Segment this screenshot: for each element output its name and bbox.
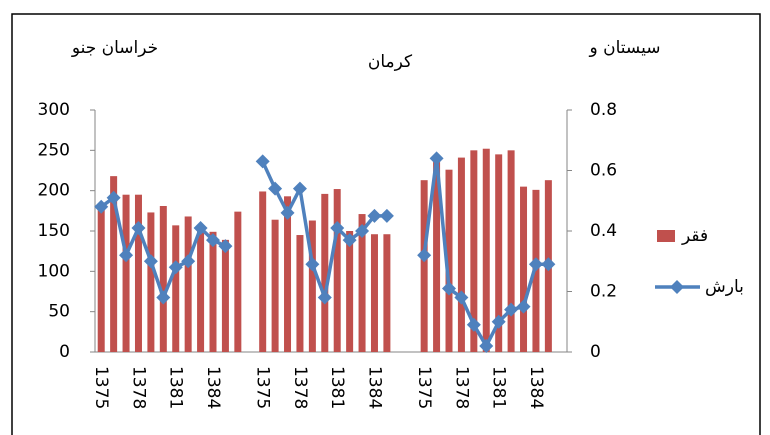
x-tick-label: 1384 xyxy=(364,366,384,409)
bar xyxy=(147,212,154,352)
bar xyxy=(520,187,527,352)
bar xyxy=(383,234,390,352)
x-tick-label: 1381 xyxy=(166,366,186,409)
x-tick-label: 1381 xyxy=(327,366,347,409)
bar xyxy=(160,206,167,352)
x-tick-label: 1378 xyxy=(290,366,310,409)
bar xyxy=(98,205,105,352)
bar xyxy=(371,234,378,352)
chart: خراسان جنو کرمان سیستان و 0 50 100 150 200 250 30… xyxy=(0,0,770,435)
y2-tick-label: 0.2 xyxy=(590,282,617,302)
bar xyxy=(210,232,217,352)
bar xyxy=(123,195,130,352)
bar xyxy=(458,158,465,352)
bar xyxy=(321,194,328,352)
bar xyxy=(483,149,490,352)
bar xyxy=(421,180,428,352)
x-tick-label: 1375 xyxy=(253,366,273,409)
y-tick-label: 0 xyxy=(59,342,70,362)
group-label: خراسان جنو xyxy=(71,38,158,58)
legend-label: بارش xyxy=(705,277,744,297)
bar xyxy=(296,235,303,352)
y2-tick-label: 0.4 xyxy=(590,221,617,241)
page: خراسان جنو کرمان سیستان و 0 50 100 150 200 250 30… xyxy=(0,0,770,435)
bar xyxy=(234,212,241,352)
bar xyxy=(508,150,515,352)
y2-tick-label: 0.6 xyxy=(590,161,617,181)
bar xyxy=(346,231,353,352)
group-label: کرمان xyxy=(368,52,413,72)
x-tick-label: 1375 xyxy=(414,366,434,409)
y-tick-label: 300 xyxy=(38,100,70,120)
y-tick-label: 50 xyxy=(48,302,70,322)
x-tick-label: 1375 xyxy=(91,366,111,409)
y-tick-label: 200 xyxy=(38,181,70,201)
y2-tick-label: 0 xyxy=(590,342,601,362)
bar xyxy=(334,189,341,352)
y-tick-label: 250 xyxy=(38,140,70,160)
legend-swatch xyxy=(657,230,675,242)
group-label: سیستان و xyxy=(589,38,661,58)
bar xyxy=(135,195,142,352)
y-tick-label: 150 xyxy=(38,221,70,241)
y2-tick-label: 0.8 xyxy=(590,100,617,120)
x-tick-label: 1384 xyxy=(203,366,223,409)
legend-label: فقر xyxy=(681,226,708,246)
bar xyxy=(197,229,204,352)
y-tick-label: 100 xyxy=(38,261,70,281)
bar xyxy=(185,216,192,352)
x-tick-label: 1381 xyxy=(489,366,509,409)
bar xyxy=(259,191,266,352)
bar xyxy=(172,225,179,352)
bar xyxy=(222,240,229,352)
x-tick-label: 1378 xyxy=(451,366,471,409)
x-tick-label: 1384 xyxy=(526,366,546,409)
x-tick-label: 1378 xyxy=(128,366,148,409)
bar xyxy=(272,220,279,352)
